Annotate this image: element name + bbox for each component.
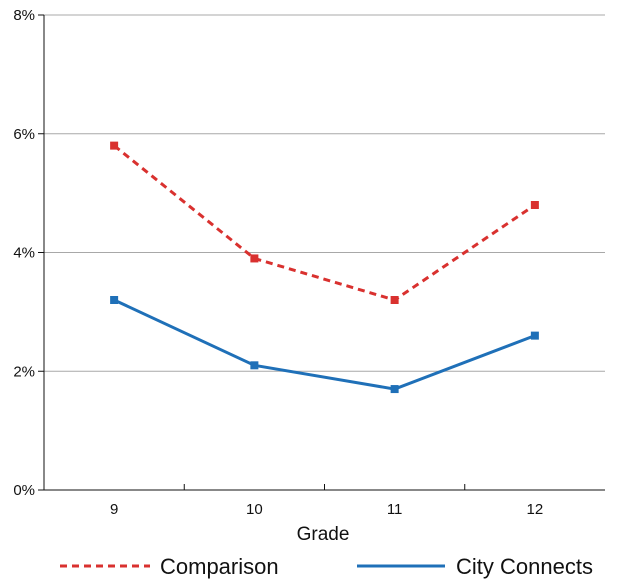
data-point [530, 201, 539, 209]
x-tick-labels: 9 10 11 12 [110, 484, 543, 518]
data-point [250, 361, 259, 370]
legend-label: Comparison [160, 554, 279, 579]
series-group [110, 141, 539, 394]
series-line-1 [113, 298, 536, 391]
y-tick-labels: 0% 2% 4% 6% 8% [13, 7, 35, 499]
x-tick-label: 11 [387, 501, 403, 518]
data-point [530, 331, 539, 340]
gridlines [38, 14, 605, 491]
data-point [390, 385, 399, 394]
x-axis-title: Grade [297, 524, 350, 545]
y-tick-label: 8% [13, 7, 35, 24]
legend: Comparison City Connects [60, 554, 593, 579]
y-tick-label: 6% [13, 126, 35, 143]
data-point [110, 296, 119, 304]
data-point [250, 254, 259, 263]
legend-label: City Connects [456, 554, 593, 579]
x-tick-label: 12 [527, 501, 544, 518]
y-tick-label: 4% [13, 245, 35, 262]
y-tick-label: 2% [13, 363, 35, 380]
x-tick-label: 10 [246, 501, 263, 518]
series-line-0 [113, 144, 536, 302]
data-point [110, 141, 119, 150]
data-point [390, 296, 399, 304]
x-tick-label: 9 [110, 501, 118, 518]
y-tick-label: 0% [13, 482, 35, 499]
